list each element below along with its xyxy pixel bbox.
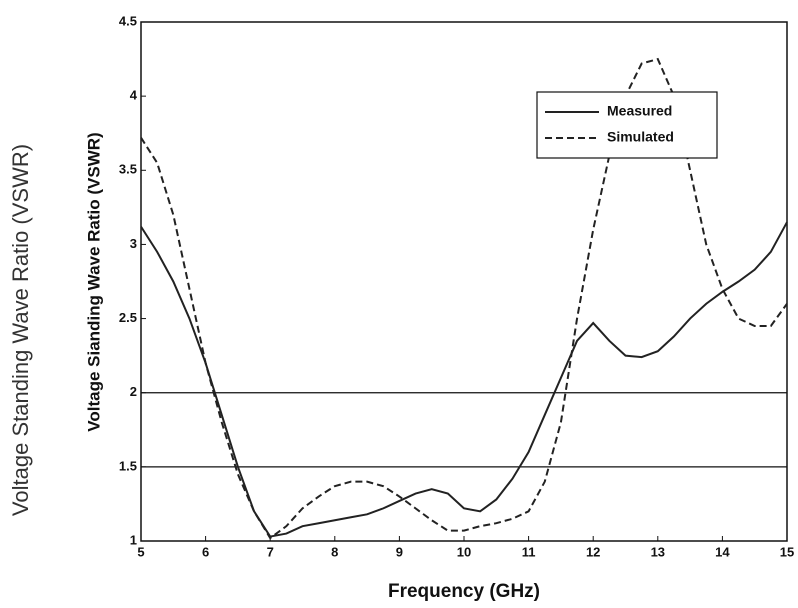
series-line: [140, 221, 788, 538]
x-tick-label: 11: [522, 544, 536, 559]
y-tick-label: 4.5: [119, 13, 137, 28]
page-label: Voltage Standing Wave Ratio (VSWR): [8, 144, 33, 516]
x-tick-label: 8: [331, 544, 338, 559]
x-tick-label: 5: [137, 544, 144, 559]
y-tick-label: 1.5: [119, 458, 137, 473]
x-tick-label: 7: [267, 544, 274, 559]
x-tick-label: 15: [780, 544, 794, 559]
y-tick-label: 2: [130, 384, 137, 399]
y-tick-label: 3: [130, 236, 137, 251]
x-axis-label: Frequency (GHz): [388, 581, 540, 602]
y-tick-label: 1: [130, 532, 137, 547]
x-tick-label: 10: [457, 544, 471, 559]
y-axis-label: Voltage Sianding Wave Ratio (VSWR): [84, 132, 103, 431]
y-tick-label: 2.5: [119, 310, 137, 325]
legend-box: [536, 91, 718, 159]
x-tick-label: 6: [202, 544, 209, 559]
x-tick-label: 13: [651, 544, 665, 559]
x-tick-label: 9: [396, 544, 403, 559]
y-tick-label: 3.5: [119, 162, 137, 177]
x-tick-label: 12: [586, 544, 600, 559]
legend-label: Measured: [607, 103, 672, 119]
legend-label: Simulated: [607, 129, 674, 145]
y-tick-label: 4: [130, 88, 138, 103]
x-tick-label: 14: [715, 544, 730, 559]
